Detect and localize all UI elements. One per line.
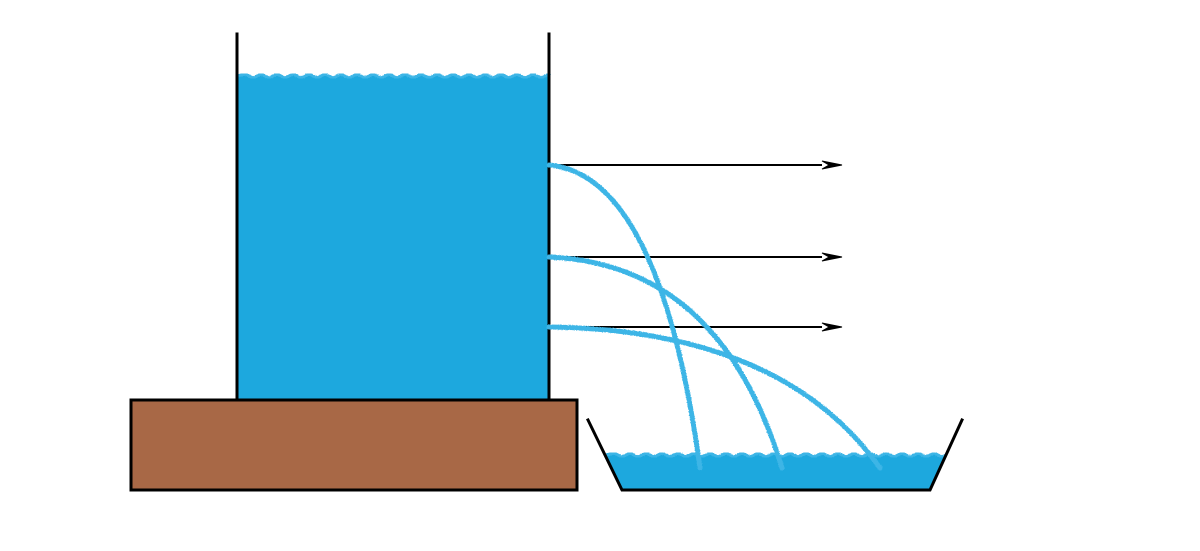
pressure-depth-diagram [0, 0, 1200, 551]
water-stream-3 [549, 327, 880, 468]
velocity-arrow-2-head [822, 253, 842, 261]
bowl-water [606, 453, 946, 490]
wooden-stand [131, 400, 577, 490]
velocity-arrow-3-head [822, 323, 842, 331]
tank-water [237, 74, 549, 400]
velocity-arrow-1-head [822, 161, 842, 169]
